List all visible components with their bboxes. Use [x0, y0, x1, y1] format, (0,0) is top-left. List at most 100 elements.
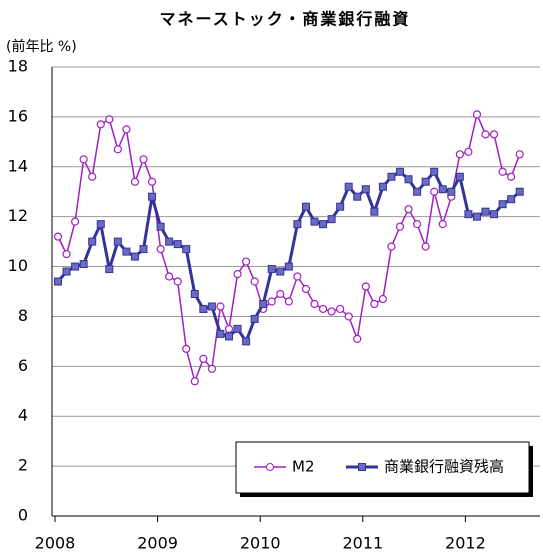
marker — [250, 314, 259, 323]
marker — [336, 202, 345, 211]
marker — [507, 172, 516, 181]
marker — [216, 302, 225, 311]
marker — [301, 284, 311, 294]
marker — [327, 307, 336, 316]
marker — [413, 220, 422, 229]
marker — [464, 147, 473, 156]
marker — [182, 245, 191, 254]
marker — [481, 130, 490, 139]
marker — [79, 155, 88, 164]
marker — [250, 277, 259, 286]
marker — [344, 182, 353, 191]
marker — [233, 269, 242, 279]
marker — [455, 172, 464, 181]
legend-label: 商業銀行融資残高 — [384, 458, 504, 476]
marker — [387, 242, 396, 251]
marker — [498, 200, 507, 209]
marker — [173, 277, 182, 286]
marker — [276, 267, 285, 276]
marker — [276, 289, 285, 299]
marker — [472, 110, 482, 119]
y-tick-label: 2 — [18, 456, 28, 475]
marker — [165, 272, 174, 281]
marker — [207, 302, 216, 311]
marker — [515, 187, 524, 196]
marker — [404, 205, 413, 214]
y-tick-label: 12 — [8, 206, 28, 225]
marker — [353, 192, 362, 201]
marker — [53, 232, 63, 241]
marker — [395, 222, 405, 231]
marker — [79, 260, 88, 269]
x-tick-label: 2012 — [445, 534, 486, 553]
marker — [190, 377, 199, 386]
marker — [70, 217, 80, 226]
marker — [165, 237, 174, 246]
legend-marker — [358, 463, 366, 471]
legend-label: M2 — [292, 458, 315, 476]
marker — [284, 297, 293, 306]
marker — [310, 299, 319, 309]
marker — [472, 212, 481, 221]
marker — [387, 172, 396, 181]
marker — [447, 187, 456, 196]
marker — [267, 297, 276, 306]
marker — [301, 202, 310, 211]
y-tick-label: 10 — [8, 256, 28, 275]
y-tick-label: 14 — [8, 156, 28, 175]
marker — [105, 265, 114, 274]
marker — [353, 334, 362, 343]
marker — [490, 210, 499, 219]
marker — [199, 304, 208, 313]
marker — [464, 210, 473, 219]
marker — [182, 344, 191, 353]
marker — [207, 364, 216, 373]
marker — [284, 262, 293, 271]
marker — [130, 177, 140, 186]
marker — [430, 167, 439, 176]
x-tick-label: 2011 — [342, 534, 383, 553]
y-tick-label: 18 — [8, 57, 28, 76]
marker — [88, 172, 97, 181]
marker — [515, 150, 524, 159]
marker — [507, 195, 516, 204]
marker — [413, 187, 422, 196]
marker — [139, 245, 148, 254]
marker — [319, 220, 328, 229]
marker — [54, 277, 62, 286]
marker — [361, 282, 370, 291]
marker — [438, 185, 447, 194]
marker — [378, 294, 387, 304]
marker — [71, 262, 80, 271]
marker — [242, 337, 251, 346]
marker — [455, 150, 464, 159]
marker — [481, 207, 490, 216]
y-tick-label: 4 — [18, 406, 28, 425]
marker — [122, 247, 131, 256]
marker — [293, 272, 302, 281]
marker — [130, 252, 139, 261]
marker — [62, 267, 71, 276]
x-tick-label: 2008 — [35, 534, 76, 553]
marker — [370, 299, 379, 309]
y-tick-label: 0 — [18, 506, 28, 525]
marker — [259, 299, 268, 308]
marker — [156, 222, 165, 231]
marker — [370, 207, 379, 216]
marker — [225, 332, 233, 341]
x-tick-label: 2010 — [240, 534, 281, 553]
legend-marker — [266, 463, 274, 471]
marker — [310, 217, 319, 226]
marker — [318, 304, 328, 314]
marker — [173, 240, 182, 249]
marker — [224, 324, 234, 334]
marker — [489, 130, 499, 139]
marker — [62, 249, 71, 259]
marker — [438, 220, 447, 229]
marker — [156, 244, 165, 254]
marker — [430, 187, 439, 196]
marker — [293, 220, 302, 229]
marker — [96, 220, 105, 229]
marker — [378, 182, 387, 191]
